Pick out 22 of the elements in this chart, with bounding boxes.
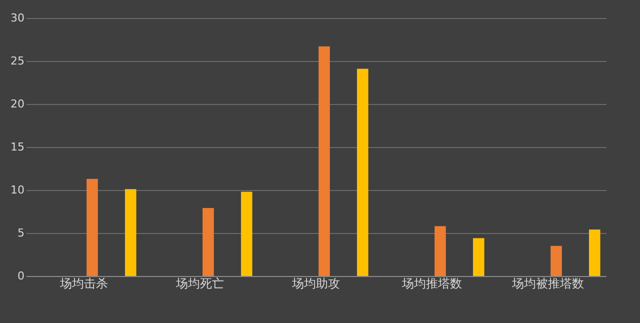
y-tick-label: 20 [10,98,24,110]
bar [356,68,368,276]
bar [434,226,446,276]
y-tick-label: 5 [18,226,24,240]
bar [472,238,484,276]
bar [588,230,600,276]
x-tick-label: 场均击杀 [59,276,108,290]
bar [550,246,562,276]
bar [86,178,98,276]
y-tick-label: 0 [18,270,24,282]
y-tick-label: 30 [10,12,24,24]
x-tick-label: 场均助攻 [291,276,340,290]
y-tick-label: 25 [10,54,24,68]
bar [318,46,330,276]
bar [240,192,252,276]
x-tick-label: 场均死亡 [175,276,224,290]
y-tick-label: 10 [10,184,24,196]
bar [124,189,136,276]
x-tick-label: 场均推塔数 [401,276,462,290]
y-tick-label: 15 [10,140,24,154]
bar [202,208,214,276]
x-tick-label: 场均被推塔数 [511,276,584,290]
